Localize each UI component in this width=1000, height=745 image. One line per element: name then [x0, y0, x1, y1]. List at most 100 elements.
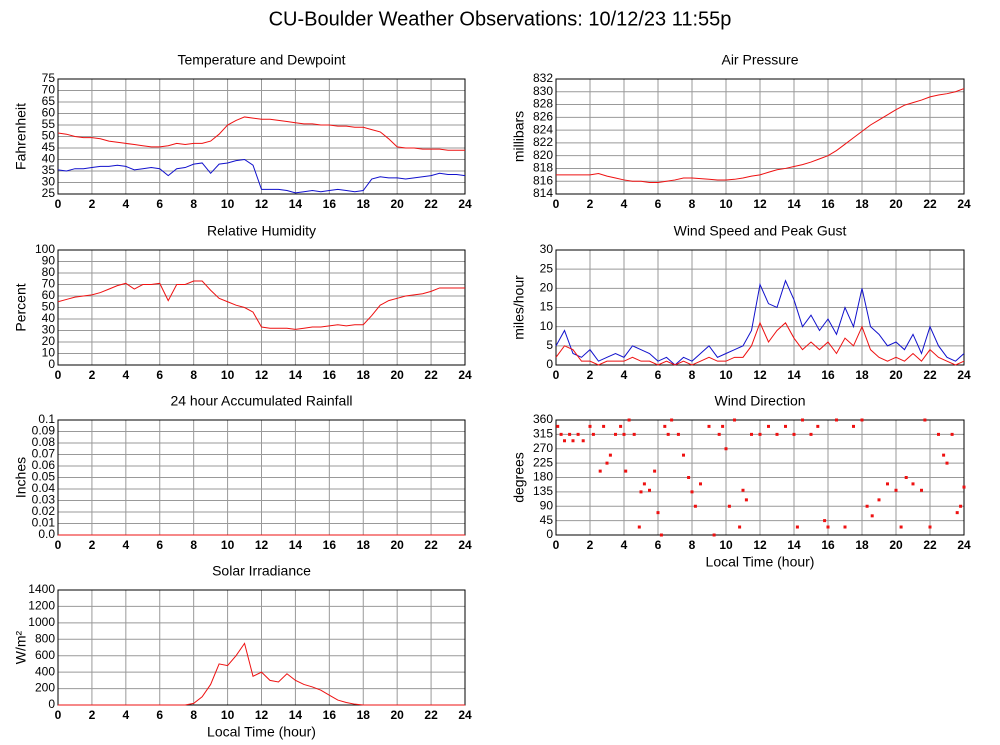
x-tick-label: 8 — [190, 708, 197, 722]
x-tick-label: 2 — [587, 197, 594, 211]
x-tick-label: 2 — [89, 708, 96, 722]
y-axis-label: Inches — [13, 457, 29, 498]
x-tick-label: 24 — [458, 197, 472, 211]
data-point — [608, 453, 612, 457]
x-tick-label: 14 — [787, 197, 801, 211]
x-tick-label: 20 — [390, 538, 404, 552]
data-point — [942, 453, 946, 457]
y-tick-label: 315 — [533, 427, 553, 441]
data-point — [724, 447, 728, 451]
x-tick-label: 8 — [190, 538, 197, 552]
x-tick-label: 12 — [255, 538, 269, 552]
x-tick-label: 2 — [89, 538, 96, 552]
data-point — [860, 418, 864, 422]
x-tick-label: 20 — [889, 368, 903, 382]
data-point — [955, 511, 959, 515]
data-point — [699, 482, 702, 486]
x-tick-label: 24 — [957, 197, 971, 211]
data-line — [57, 158, 466, 194]
y-tick-label: 45 — [540, 513, 554, 527]
data-point — [852, 424, 855, 428]
y-tick-label: 35 — [42, 163, 56, 177]
y-tick-label: 60 — [42, 106, 56, 120]
data-point — [959, 504, 963, 508]
x-tick-label: 18 — [855, 538, 869, 552]
y-tick-label: 828 — [533, 97, 553, 111]
x-tick-label: 0 — [55, 368, 62, 382]
y-tick-label: 180 — [533, 470, 553, 484]
x-tick-label: 16 — [323, 368, 337, 382]
data-point — [576, 432, 580, 436]
data-point — [693, 504, 697, 508]
x-tick-label: 8 — [689, 197, 696, 211]
y-tick-label: 0.05 — [32, 470, 56, 484]
data-point — [733, 418, 736, 422]
data-point — [619, 424, 623, 428]
data-point — [894, 488, 898, 492]
data-point — [945, 461, 949, 465]
data-point — [923, 418, 927, 422]
data-point — [571, 439, 575, 443]
data-point — [624, 469, 628, 473]
data-line — [57, 280, 465, 330]
x-tick-label: 12 — [753, 538, 767, 552]
x-tick-label: 10 — [719, 197, 733, 211]
y-tick-label: 0.03 — [32, 493, 56, 507]
data-point — [899, 525, 903, 529]
x-tick-label: 2 — [587, 538, 594, 552]
data-point — [795, 525, 799, 529]
x-tick-label: 0 — [55, 538, 62, 552]
y-tick-label: 0.1 — [38, 412, 55, 426]
plot-frame — [57, 78, 466, 195]
data-point — [653, 469, 657, 473]
data-point — [784, 424, 787, 428]
x-tick-label: 18 — [855, 197, 869, 211]
chart-title: Wind Speed and Peak Gust — [674, 223, 847, 239]
y-tick-label: 200 — [35, 681, 55, 695]
data-point — [712, 533, 716, 537]
x-tick-label: 10 — [719, 368, 733, 382]
y-tick-label: 30 — [42, 175, 56, 189]
y-tick-label: 40 — [42, 311, 56, 325]
y-tick-label: 400 — [35, 664, 55, 678]
x-tick-label: 12 — [255, 708, 269, 722]
data-point — [707, 424, 711, 428]
data-point — [622, 432, 626, 436]
data-point — [602, 424, 606, 428]
data-point — [877, 498, 881, 502]
x-tick-label: 24 — [458, 538, 472, 552]
x-tick-label: 2 — [89, 197, 96, 211]
data-point — [642, 482, 646, 486]
data-point — [639, 490, 643, 494]
y-tick-label: 30 — [540, 242, 554, 256]
x-tick-label: 8 — [689, 368, 696, 382]
y-tick-label: 20 — [540, 281, 554, 295]
x-tick-label: 20 — [390, 708, 404, 722]
y-tick-label: 10 — [540, 319, 554, 333]
data-point — [614, 432, 617, 436]
data-point — [741, 488, 745, 492]
y-axis-label: Percent — [13, 283, 29, 331]
y-tick-label: 15 — [540, 300, 554, 314]
data-point — [738, 525, 742, 529]
data-point — [950, 432, 954, 436]
y-tick-label: 0 — [48, 697, 55, 711]
data-point — [568, 432, 572, 436]
data-point — [721, 424, 725, 428]
x-tick-label: 4 — [122, 197, 129, 211]
y-tick-label: 0.07 — [32, 447, 56, 461]
y-tick-label: 1400 — [28, 582, 55, 596]
y-tick-label: 820 — [533, 148, 553, 162]
data-point — [835, 418, 838, 422]
x-tick-label: 18 — [357, 708, 371, 722]
x-tick-label: 2 — [587, 368, 594, 382]
data-point — [826, 525, 830, 529]
y-tick-label: 818 — [533, 161, 553, 175]
plot-frame — [555, 249, 965, 366]
y-tick-label: 0 — [48, 357, 55, 371]
y-tick-label: 90 — [42, 254, 56, 268]
y-tick-label: 90 — [540, 498, 554, 512]
data-point — [744, 498, 748, 502]
data-point — [687, 476, 691, 479]
